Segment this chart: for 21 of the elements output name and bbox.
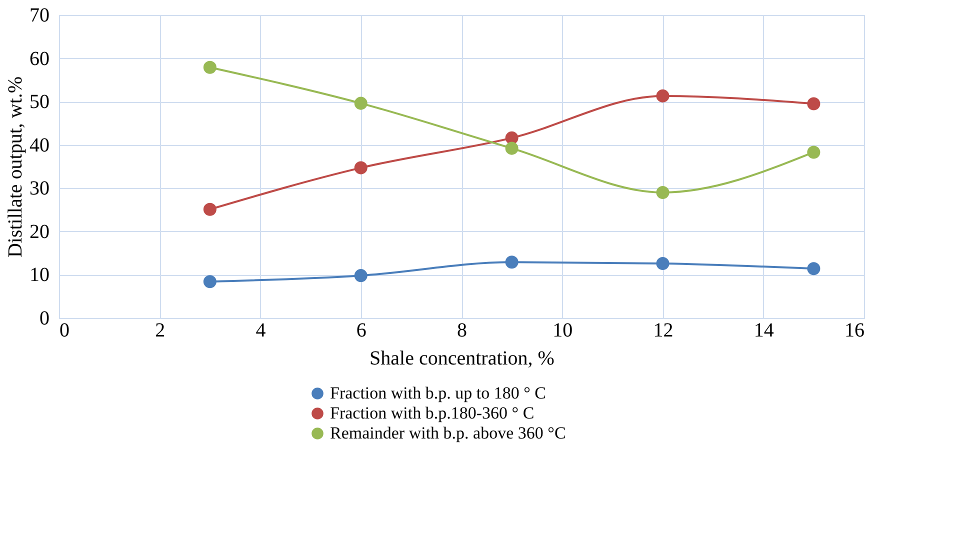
x-tick-label: 4 — [256, 320, 266, 342]
x-tick-label: 6 — [356, 320, 366, 342]
y-tick-label: 10 — [30, 264, 50, 286]
x-tick-label: 2 — [155, 320, 166, 342]
legend-label: Remainder with b.p. above 360 °C — [330, 424, 566, 442]
x-tick-label: 8 — [457, 320, 467, 342]
x-tick-label: 0 — [60, 320, 70, 342]
y-tick-label: 70 — [30, 4, 50, 26]
y-axis-title: Distillate output, wt.% — [4, 76, 26, 258]
y-tick-label: 20 — [30, 220, 50, 243]
y-tick-label: 50 — [30, 91, 50, 114]
x-tick-label: 16 — [844, 320, 864, 342]
y-tick-label: 40 — [30, 134, 50, 156]
x-tick-label: 14 — [754, 320, 774, 342]
x-tick-label: 10 — [552, 320, 573, 342]
x-axis-title: Shale concentration, % — [370, 348, 554, 370]
x-tick-label: 12 — [653, 320, 674, 342]
y-tick-label: 30 — [30, 178, 50, 200]
legend-label: Fraction with b.p.180-360 ° C — [330, 404, 534, 422]
legend-label: Fraction with b.p. up to 180 ° C — [330, 384, 546, 402]
y-tick-label: 60 — [30, 48, 50, 70]
